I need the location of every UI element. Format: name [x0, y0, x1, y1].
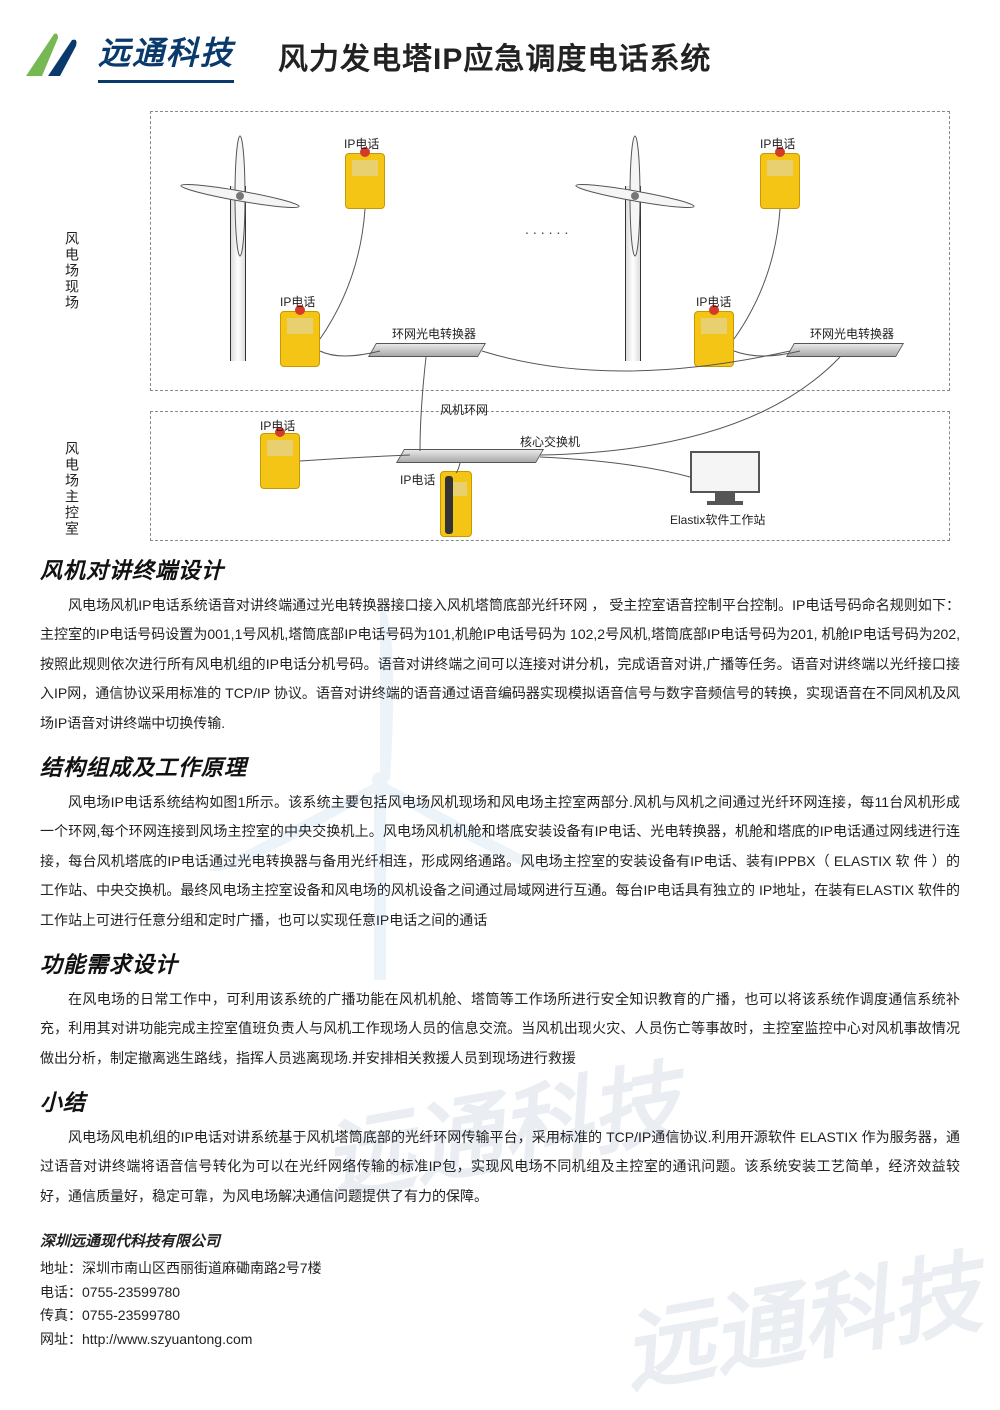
ring-label: 风机环网 — [440, 401, 488, 418]
area-control-label: 风电场主控室 — [62, 441, 82, 537]
footer-company: 深圳远通现代科技有限公司 — [40, 1229, 960, 1255]
core-switch-label: 核心交换机 — [520, 433, 580, 450]
footer-addr: 地址：深圳市南山区西丽街道麻磡南路2号7楼 — [40, 1257, 960, 1281]
ip-phone-handset — [440, 471, 472, 537]
converter-1 — [368, 343, 486, 357]
footer-web: 网址：http://www.szyuantong.com — [40, 1328, 960, 1352]
section-title-2: 结构组成及工作原理 — [40, 750, 960, 782]
header: 远通科技 风力发电塔IP应急调度电话系统 — [0, 0, 1000, 93]
ip-phone-bottom-2 — [694, 311, 734, 367]
converter-2 — [786, 343, 904, 357]
ip-phone-label: IP电话 — [280, 293, 315, 310]
section-title-4: 小结 — [40, 1085, 960, 1117]
ip-phone-label: IP电话 — [400, 471, 435, 488]
section-title-3: 功能需求设计 — [40, 947, 960, 979]
brand-text: 远通科技 — [98, 28, 234, 83]
ip-phone-label: IP电话 — [760, 135, 795, 152]
section-body-1: 风电场风机IP电话系统语音对讲终端通过光电转换器接口接入风机塔筒底部光纤环网 ，… — [40, 591, 960, 738]
footer-fax: 传真：0755-23599780 — [40, 1304, 960, 1328]
tower-2 — [570, 131, 700, 361]
system-diagram: 风电场现场 风电场主控室 ...... IP电话 IP电话 IP电话 IP电话 — [110, 111, 960, 541]
footer-tel: 电话：0755-23599780 — [40, 1281, 960, 1305]
ip-phone-label: IP电话 — [260, 417, 295, 434]
page-title: 风力发电塔IP应急调度电话系统 — [278, 34, 711, 78]
ip-phone-label: IP电话 — [344, 135, 379, 152]
ellipsis: ...... — [525, 221, 572, 237]
workstation-monitor — [690, 451, 760, 507]
core-switch — [396, 449, 544, 463]
ip-phone-bottom-1 — [280, 311, 320, 367]
converter-label: 环网光电转换器 — [392, 325, 476, 342]
ip-phone-top-2 — [760, 153, 800, 209]
converter-label: 环网光电转换器 — [810, 325, 894, 342]
area-field-label: 风电场现场 — [62, 231, 82, 311]
workstation-label: Elastix软件工作站 — [670, 511, 765, 528]
section-body-2: 风电场IP电话系统结构如图1所示。该系统主要包括风电场风机现场和风电场主控室两部… — [40, 788, 960, 935]
footer: 深圳远通现代科技有限公司 地址：深圳市南山区西丽街道麻磡南路2号7楼 电话：07… — [40, 1229, 960, 1352]
section-body-3: 在风电场的日常工作中，可利用该系统的广播功能在风机机舱、塔筒等工作场所进行安全知… — [40, 985, 960, 1073]
ip-phone-top-1 — [345, 153, 385, 209]
section-body-4: 风电场风电机组的IP电话对讲系统基于风机塔筒底部的光纤环网传输平台，采用标准的 … — [40, 1123, 960, 1211]
logo-icon — [24, 30, 82, 82]
ip-phone-control — [260, 433, 300, 489]
section-title-1: 风机对讲终端设计 — [40, 553, 960, 585]
ip-phone-label: IP电话 — [696, 293, 731, 310]
